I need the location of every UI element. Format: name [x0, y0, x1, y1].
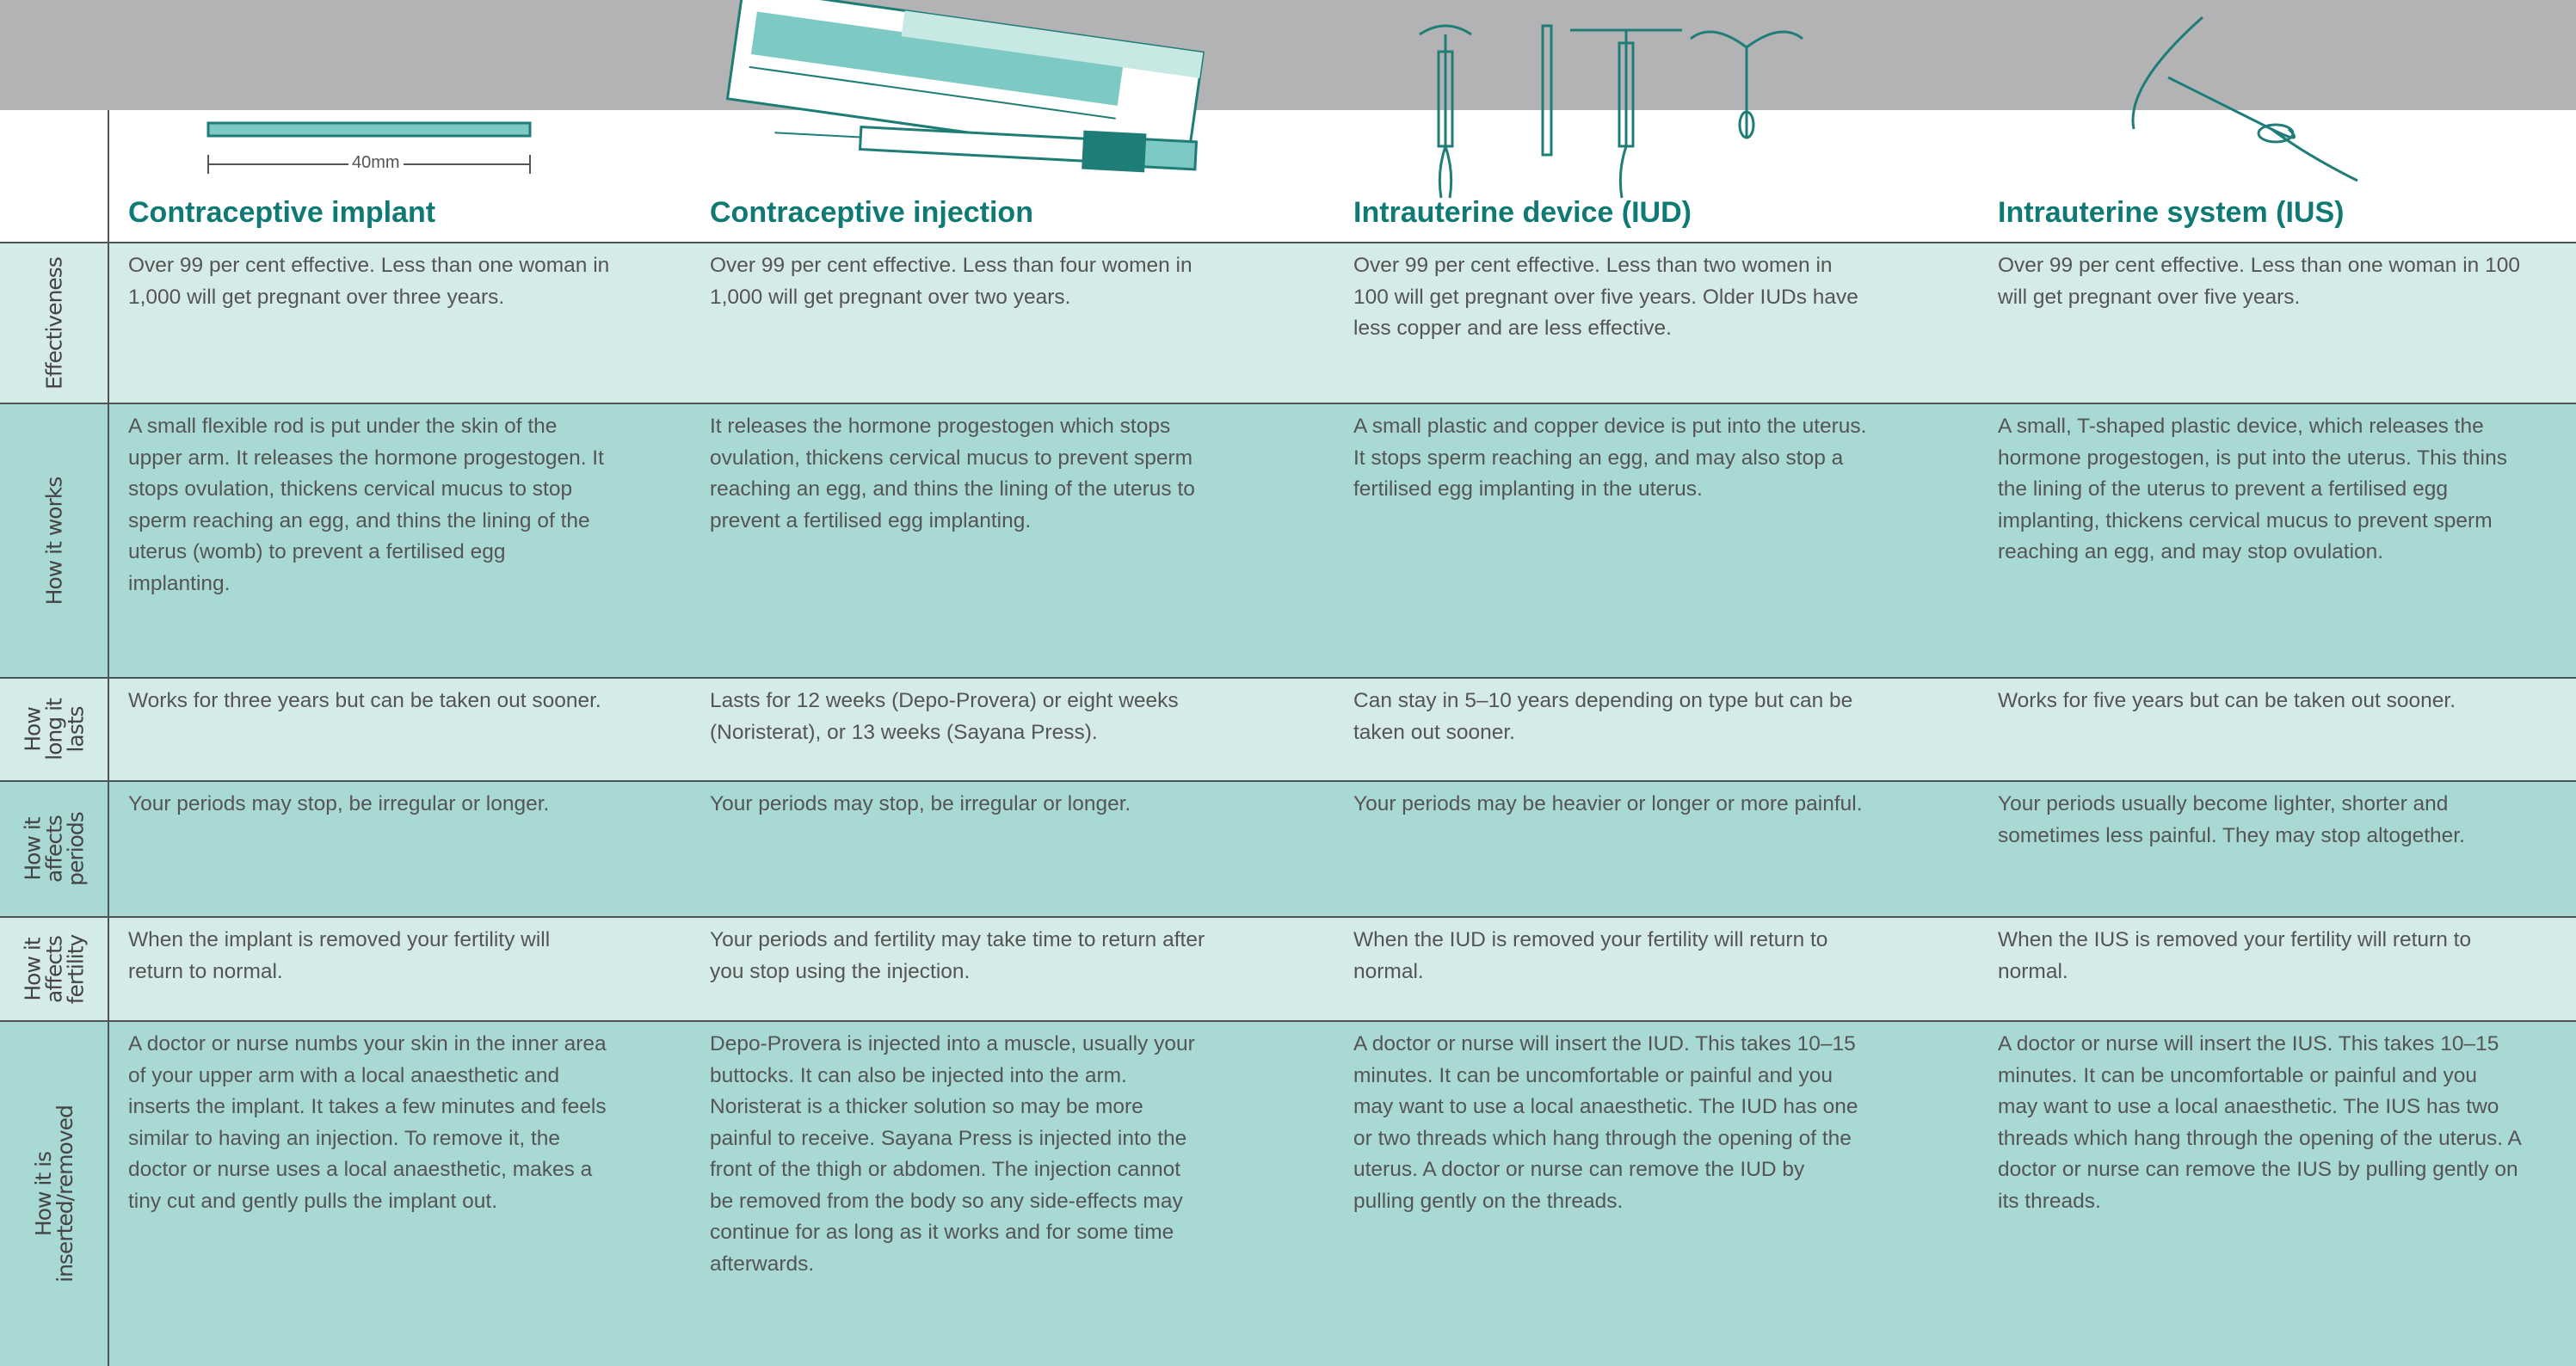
table-row: How it affects fertility When the implant i… [0, 916, 2576, 1020]
label-line: fertility [63, 934, 89, 1004]
cell-text: Your periods may stop, be irregular or l… [128, 792, 550, 815]
row-label: How it affects fertility [0, 918, 108, 1020]
cell-text: Over 99 per cent effective. Less than fo… [710, 254, 1192, 309]
column-header: Intrauterine device (IUD) [1353, 196, 1692, 229]
table-row: How it affects periods Your periods may sto… [0, 780, 2576, 916]
row-label: How long it lasts [0, 679, 108, 780]
cell-text: Works for five years but can be taken ou… [1998, 689, 2456, 712]
row-label: How it affects periods [0, 782, 108, 916]
label-line: periods [63, 812, 89, 886]
column-divider [108, 110, 109, 1366]
cell-text: Lasts for 12 weeks (Depo-Provera) or eig… [710, 689, 1179, 744]
illustrations [206, 0, 2358, 199]
implant-rod [206, 121, 532, 138]
table-row: How it is inserted/removed A doctor or nur… [0, 1020, 2576, 1366]
cell-text: Your periods and fertility may take time… [710, 928, 1205, 983]
cell-text: Your periods usually become lighter, sho… [1998, 792, 2465, 847]
label-line: affects [41, 935, 67, 1003]
cell-text: A doctor or nurse numbs your skin in the… [128, 1032, 607, 1213]
cell-text: Your periods may stop, be irregular or l… [710, 792, 1131, 815]
cell-text: A small flexible rod is put under the sk… [128, 415, 604, 595]
table-row: How it works A small flexible rod is put … [0, 403, 2576, 677]
cell-text: Over 99 per cent effective. Less than on… [128, 254, 610, 309]
label-line: affects [41, 815, 67, 883]
cell-text: It releases the hormone progestogen whic… [710, 415, 1195, 532]
cell-text: Depo-Provera is injected into a muscle, … [710, 1032, 1195, 1276]
table-row: Effectiveness Over 99 per cent effective.… [0, 242, 2576, 403]
label-line: How [20, 707, 46, 752]
column-header: Intrauterine system (IUS) [1998, 196, 2345, 229]
iud-devices [1419, 24, 1803, 199]
cell-text: A doctor or nurse will insert the IUS. T… [1998, 1032, 2521, 1213]
cell-text: Works for three years but can be taken o… [128, 689, 601, 712]
row-label-text: Effectiveness [41, 256, 67, 390]
label-line: How it [20, 817, 46, 881]
scale-label: 40mm [348, 153, 404, 173]
table-row: How long it lasts Works for three years but… [0, 677, 2576, 780]
cell-text: When the IUD is removed your fertility w… [1353, 928, 1828, 983]
cell-text: A doctor or nurse will insert the IUD. T… [1353, 1032, 1858, 1213]
cell-text: Over 99 per cent effective. Less than on… [1998, 254, 2520, 309]
label-line: lasts [63, 706, 89, 753]
row-label-text: How it affects fertility [20, 934, 89, 1004]
top-band [0, 0, 2576, 110]
row-label-text: How it affects periods [20, 812, 89, 886]
label-line: long it [41, 698, 67, 760]
label-line: How it works [41, 477, 67, 605]
column-header: Contraceptive injection [710, 196, 1033, 229]
column-header: Contraceptive implant [128, 196, 436, 229]
label-line: How it is [31, 1151, 56, 1237]
cell-text: When the IUS is removed your fertility w… [1998, 928, 2472, 983]
row-label: How it is inserted/removed [0, 1022, 108, 1366]
cell-text: Over 99 per cent effective. Less than tw… [1353, 254, 1858, 340]
row-label-text: How long it lasts [20, 698, 89, 760]
cell-text: When the implant is removed your fertili… [128, 928, 551, 983]
label-line: How it [20, 937, 46, 1001]
label-line: inserted/removed [52, 1105, 77, 1283]
row-label-text: How it works [41, 477, 67, 605]
ius-device [2131, 15, 2358, 182]
label-line: Effectiveness [41, 256, 67, 390]
row-label-text: How it is inserted/removed [31, 1105, 77, 1283]
row-label: Effectiveness [0, 243, 108, 403]
cell-text: Can stay in 5–10 years depending on type… [1353, 689, 1853, 744]
syringe [774, 125, 1199, 173]
row-label: How it works [0, 404, 108, 677]
cell-text: A small plastic and copper device is put… [1353, 415, 1867, 501]
cell-text: A small, T-shaped plastic device, which … [1998, 415, 2507, 563]
cell-text: Your periods may be heavier or longer or… [1353, 792, 1863, 815]
